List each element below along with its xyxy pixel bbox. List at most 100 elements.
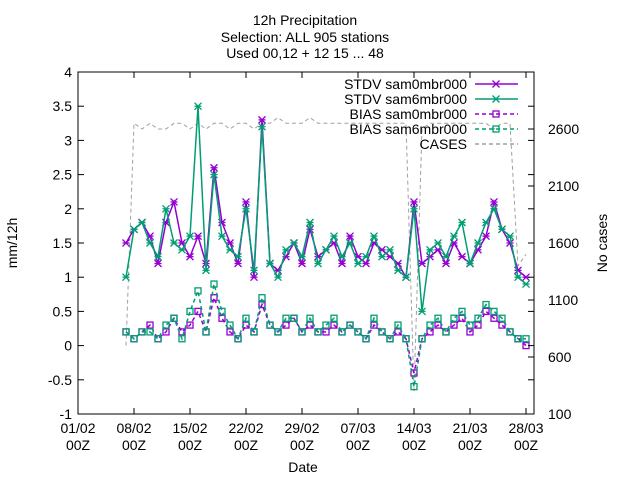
legend-marker xyxy=(492,95,500,103)
data-point xyxy=(354,328,362,336)
x-tick-label: 08/02 xyxy=(116,420,151,436)
legend-marker xyxy=(492,110,500,118)
x-axis-label: Date xyxy=(288,459,318,475)
data-point xyxy=(298,259,306,268)
data-point xyxy=(266,259,274,268)
x-tick-label-hour: 00Z xyxy=(178,437,203,453)
data-point xyxy=(346,321,354,329)
data-point xyxy=(442,259,450,268)
data-point xyxy=(346,232,354,241)
x-tick-label-hour: 00Z xyxy=(66,437,91,453)
data-point xyxy=(450,321,458,329)
data-point xyxy=(210,163,218,172)
legend-entry-label: STDV sam6mbr000 xyxy=(344,91,467,107)
data-point xyxy=(442,252,450,261)
data-point xyxy=(338,252,346,261)
y2-tick-label: 1100 xyxy=(548,292,578,308)
x-tick-label-hour: 00Z xyxy=(458,437,483,453)
legend-entry-label: STDV sam0mbr000 xyxy=(344,76,467,92)
data-point xyxy=(258,122,266,131)
data-point xyxy=(450,314,458,322)
series-stdv-sam6mbr000 xyxy=(122,102,530,316)
y-tick-label: 0.5 xyxy=(53,303,73,319)
data-point xyxy=(426,321,434,329)
data-point xyxy=(258,300,266,309)
data-point xyxy=(434,321,442,329)
y-tick-label: 3.5 xyxy=(53,98,73,114)
y-tick-label: 3 xyxy=(64,132,72,148)
y2-tick-label: 100 xyxy=(548,406,572,422)
data-point xyxy=(298,328,306,336)
data-point xyxy=(194,102,202,111)
data-point xyxy=(450,232,458,241)
data-point xyxy=(498,314,506,322)
data-point xyxy=(394,321,402,329)
data-point xyxy=(490,204,498,213)
data-point xyxy=(482,218,490,227)
y-tick-label: -0.5 xyxy=(48,372,72,388)
data-point xyxy=(442,328,450,336)
data-point xyxy=(258,294,266,302)
x-tick-label-hour: 00Z xyxy=(402,437,427,453)
data-point xyxy=(370,232,378,241)
data-point xyxy=(186,307,194,316)
data-point xyxy=(514,335,522,343)
data-point xyxy=(490,314,498,322)
x-tick-label-hour: 00Z xyxy=(122,437,147,453)
data-point xyxy=(490,198,498,206)
data-point xyxy=(474,314,482,322)
x-axis-ticks: 01/0200Z08/0200Z15/0200Z22/0200Z29/0200Z… xyxy=(60,72,544,453)
data-point xyxy=(234,252,242,261)
data-point xyxy=(482,300,490,309)
legend-marker xyxy=(492,125,500,133)
data-point xyxy=(410,382,418,391)
data-point xyxy=(394,328,402,336)
data-point xyxy=(354,259,362,268)
y-tick-label: 2 xyxy=(64,201,72,217)
y-tick-label: -1 xyxy=(60,406,73,422)
data-point xyxy=(522,280,530,288)
legend-entry-label: BIAS sam0mbr000 xyxy=(350,106,468,122)
data-point xyxy=(330,321,338,329)
data-point xyxy=(362,259,370,268)
data-point xyxy=(466,321,474,329)
data-point xyxy=(322,328,330,336)
data-point xyxy=(170,198,178,206)
y-tick-label: 4 xyxy=(64,64,72,80)
plot-area xyxy=(122,102,530,392)
x-tick-label-hour: 00Z xyxy=(290,437,315,453)
data-point xyxy=(250,273,258,282)
data-point xyxy=(218,314,226,322)
data-point xyxy=(202,266,210,275)
data-point xyxy=(250,266,258,275)
data-point xyxy=(458,218,466,227)
data-point xyxy=(122,328,130,336)
data-point xyxy=(402,273,410,282)
x-tick-label: 21/03 xyxy=(452,420,487,436)
data-point xyxy=(418,259,426,268)
data-point xyxy=(386,245,394,254)
data-point xyxy=(234,259,242,268)
data-point xyxy=(298,252,306,261)
data-point xyxy=(282,314,290,322)
data-point xyxy=(282,321,290,329)
data-point xyxy=(466,328,474,336)
data-point xyxy=(330,232,338,241)
data-point xyxy=(210,170,218,179)
data-point xyxy=(186,252,194,261)
data-point xyxy=(146,239,154,247)
title-line-1: 12h Precipitation xyxy=(253,12,357,28)
x-tick-label: 01/02 xyxy=(60,420,95,436)
y-tick-label: 2.5 xyxy=(53,167,73,183)
data-point xyxy=(338,328,346,336)
x-tick-label-hour: 00Z xyxy=(234,437,259,453)
y-axis-label: mm/12h xyxy=(4,218,20,269)
y-tick-label: 1.5 xyxy=(53,235,73,251)
data-point xyxy=(306,314,314,322)
y-axis-ticks: -1 -0.5 0 0.5 1 1.5 2 2.5 3 3.5 4 xyxy=(48,64,534,422)
x-tick-label: 28/03 xyxy=(508,420,543,436)
data-point xyxy=(170,239,178,247)
data-point xyxy=(242,198,250,206)
data-point xyxy=(378,252,386,261)
